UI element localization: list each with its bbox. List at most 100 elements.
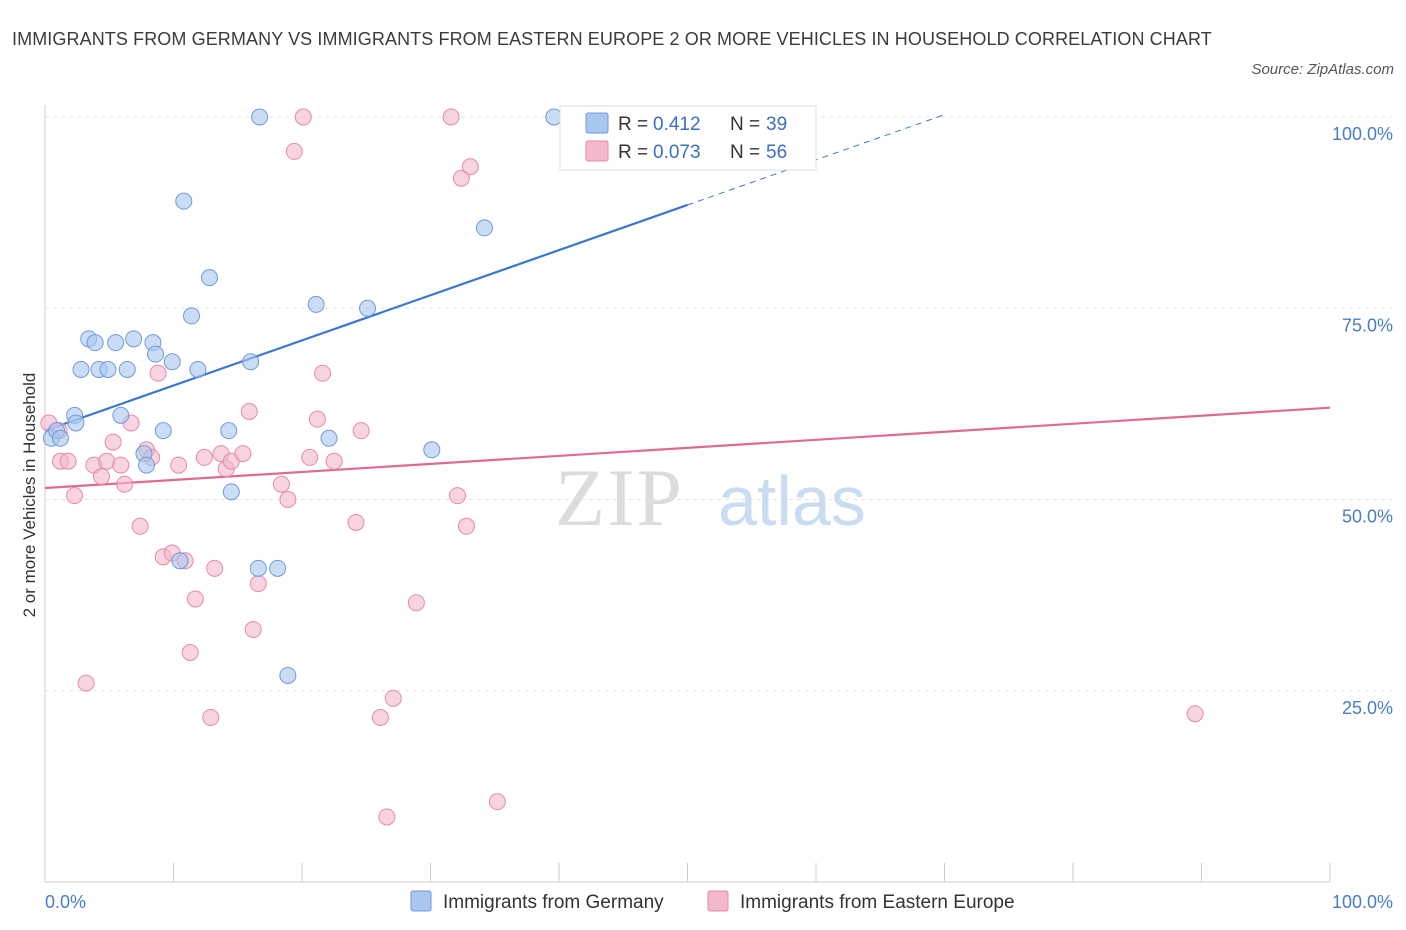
y-tick-label: 75.0%: [1342, 315, 1393, 335]
point-germany: [112, 406, 130, 424]
trend-line-eastern: [44, 406, 1331, 490]
point-germany: [545, 108, 563, 126]
point-eastern: [488, 793, 506, 811]
legend-r-value-eastern: 0.073: [653, 142, 701, 163]
point-germany: [147, 345, 165, 363]
point-eastern: [170, 456, 188, 474]
point-eastern: [195, 448, 213, 466]
source-credit: Source: ZipAtlas.com: [1251, 61, 1394, 78]
point-eastern: [448, 487, 466, 505]
point-germany: [175, 192, 193, 210]
legend-swatch-eastern: [585, 140, 609, 162]
point-eastern: [301, 448, 319, 466]
top-legend: R = 0.412 N = 39 R = 0.073 N = 56: [559, 105, 817, 171]
trend-line-germany: [44, 203, 688, 432]
point-germany: [125, 330, 143, 348]
point-germany: [107, 334, 125, 352]
point-eastern: [285, 142, 303, 160]
point-germany: [200, 269, 218, 287]
bottom-legend-swatch-germany: [410, 890, 432, 912]
watermark-zip: ZIP: [555, 452, 684, 543]
point-germany: [163, 353, 181, 371]
point-germany: [269, 559, 287, 577]
point-eastern: [66, 487, 84, 505]
y-tick-label: 25.0%: [1342, 698, 1393, 718]
point-eastern: [116, 475, 134, 493]
point-eastern: [1186, 705, 1204, 723]
point-eastern: [442, 108, 460, 126]
trend-layer: [44, 114, 1331, 490]
x-tick-label-min: 0.0%: [45, 892, 86, 912]
point-eastern: [112, 456, 130, 474]
point-eastern: [244, 621, 262, 639]
point-eastern: [352, 422, 370, 440]
point-germany: [138, 456, 156, 474]
grid-layer: [45, 116, 1392, 692]
point-germany: [86, 334, 104, 352]
point-germany: [118, 360, 136, 378]
point-eastern: [59, 452, 77, 470]
bottom-legend: Immigrants from Germany Immigrants from …: [410, 890, 1015, 913]
point-eastern: [77, 674, 95, 692]
legend-n-value-germany: 39: [766, 114, 787, 135]
point-germany: [249, 559, 267, 577]
point-eastern: [325, 452, 343, 470]
point-germany: [171, 552, 189, 570]
point-germany: [320, 429, 338, 447]
legend-n-value-eastern: 56: [766, 142, 787, 163]
point-eastern: [98, 452, 116, 470]
point-eastern: [234, 445, 252, 463]
axis-layer: [44, 105, 1331, 883]
points-layer: [40, 108, 1204, 826]
chart-title: IMMIGRANTS FROM GERMANY VS IMMIGRANTS FR…: [12, 29, 1212, 49]
point-eastern: [347, 513, 365, 531]
bottom-legend-swatch-eastern: [707, 890, 729, 912]
legend-swatch-germany: [585, 112, 609, 134]
point-germany: [251, 108, 269, 126]
legend-r-value-germany: 0.412: [653, 114, 701, 135]
point-eastern: [202, 709, 220, 727]
point-eastern: [249, 575, 267, 593]
point-eastern: [240, 403, 258, 421]
point-germany: [423, 441, 441, 459]
point-germany: [279, 666, 297, 684]
point-germany: [189, 360, 207, 378]
point-germany: [220, 422, 238, 440]
point-eastern: [314, 364, 332, 382]
point-eastern: [384, 689, 402, 707]
point-eastern: [461, 158, 479, 176]
point-eastern: [186, 590, 204, 608]
legend-r-label-germany: R =: [618, 114, 648, 135]
point-germany: [307, 295, 325, 313]
point-eastern: [371, 709, 389, 727]
point-germany: [99, 360, 117, 378]
bottom-legend-eastern: Immigrants from Eastern Europe: [740, 892, 1015, 913]
point-eastern: [206, 559, 224, 577]
legend-n-label-germany: N =: [730, 114, 760, 135]
point-eastern: [272, 475, 290, 493]
point-eastern: [279, 491, 297, 508]
point-germany: [72, 360, 90, 378]
point-eastern: [452, 169, 470, 187]
point-germany: [222, 483, 240, 501]
point-germany: [242, 353, 260, 371]
watermark-atlas: atlas: [718, 462, 866, 540]
point-germany: [359, 299, 377, 317]
y-tick-label: 100.0%: [1332, 124, 1393, 144]
point-germany: [182, 307, 200, 325]
point-germany: [67, 414, 85, 432]
legend-r-label-eastern: R =: [618, 142, 648, 163]
point-eastern: [131, 517, 149, 535]
tick-labels: 25.0% 50.0% 75.0% 100.0% 0.0% 100.0%: [45, 124, 1393, 912]
bottom-legend-germany: Immigrants from Germany: [443, 892, 664, 913]
point-eastern: [308, 410, 326, 428]
point-eastern: [181, 644, 199, 661]
y-tick-label: 50.0%: [1342, 507, 1393, 527]
legend-n-label-eastern: N =: [730, 142, 760, 163]
point-eastern: [378, 808, 396, 826]
point-eastern: [149, 364, 167, 382]
point-eastern: [93, 468, 111, 486]
point-eastern: [294, 108, 312, 126]
point-germany: [154, 422, 172, 440]
y-axis-label: 2 or more Vehicles in Household: [20, 373, 39, 618]
